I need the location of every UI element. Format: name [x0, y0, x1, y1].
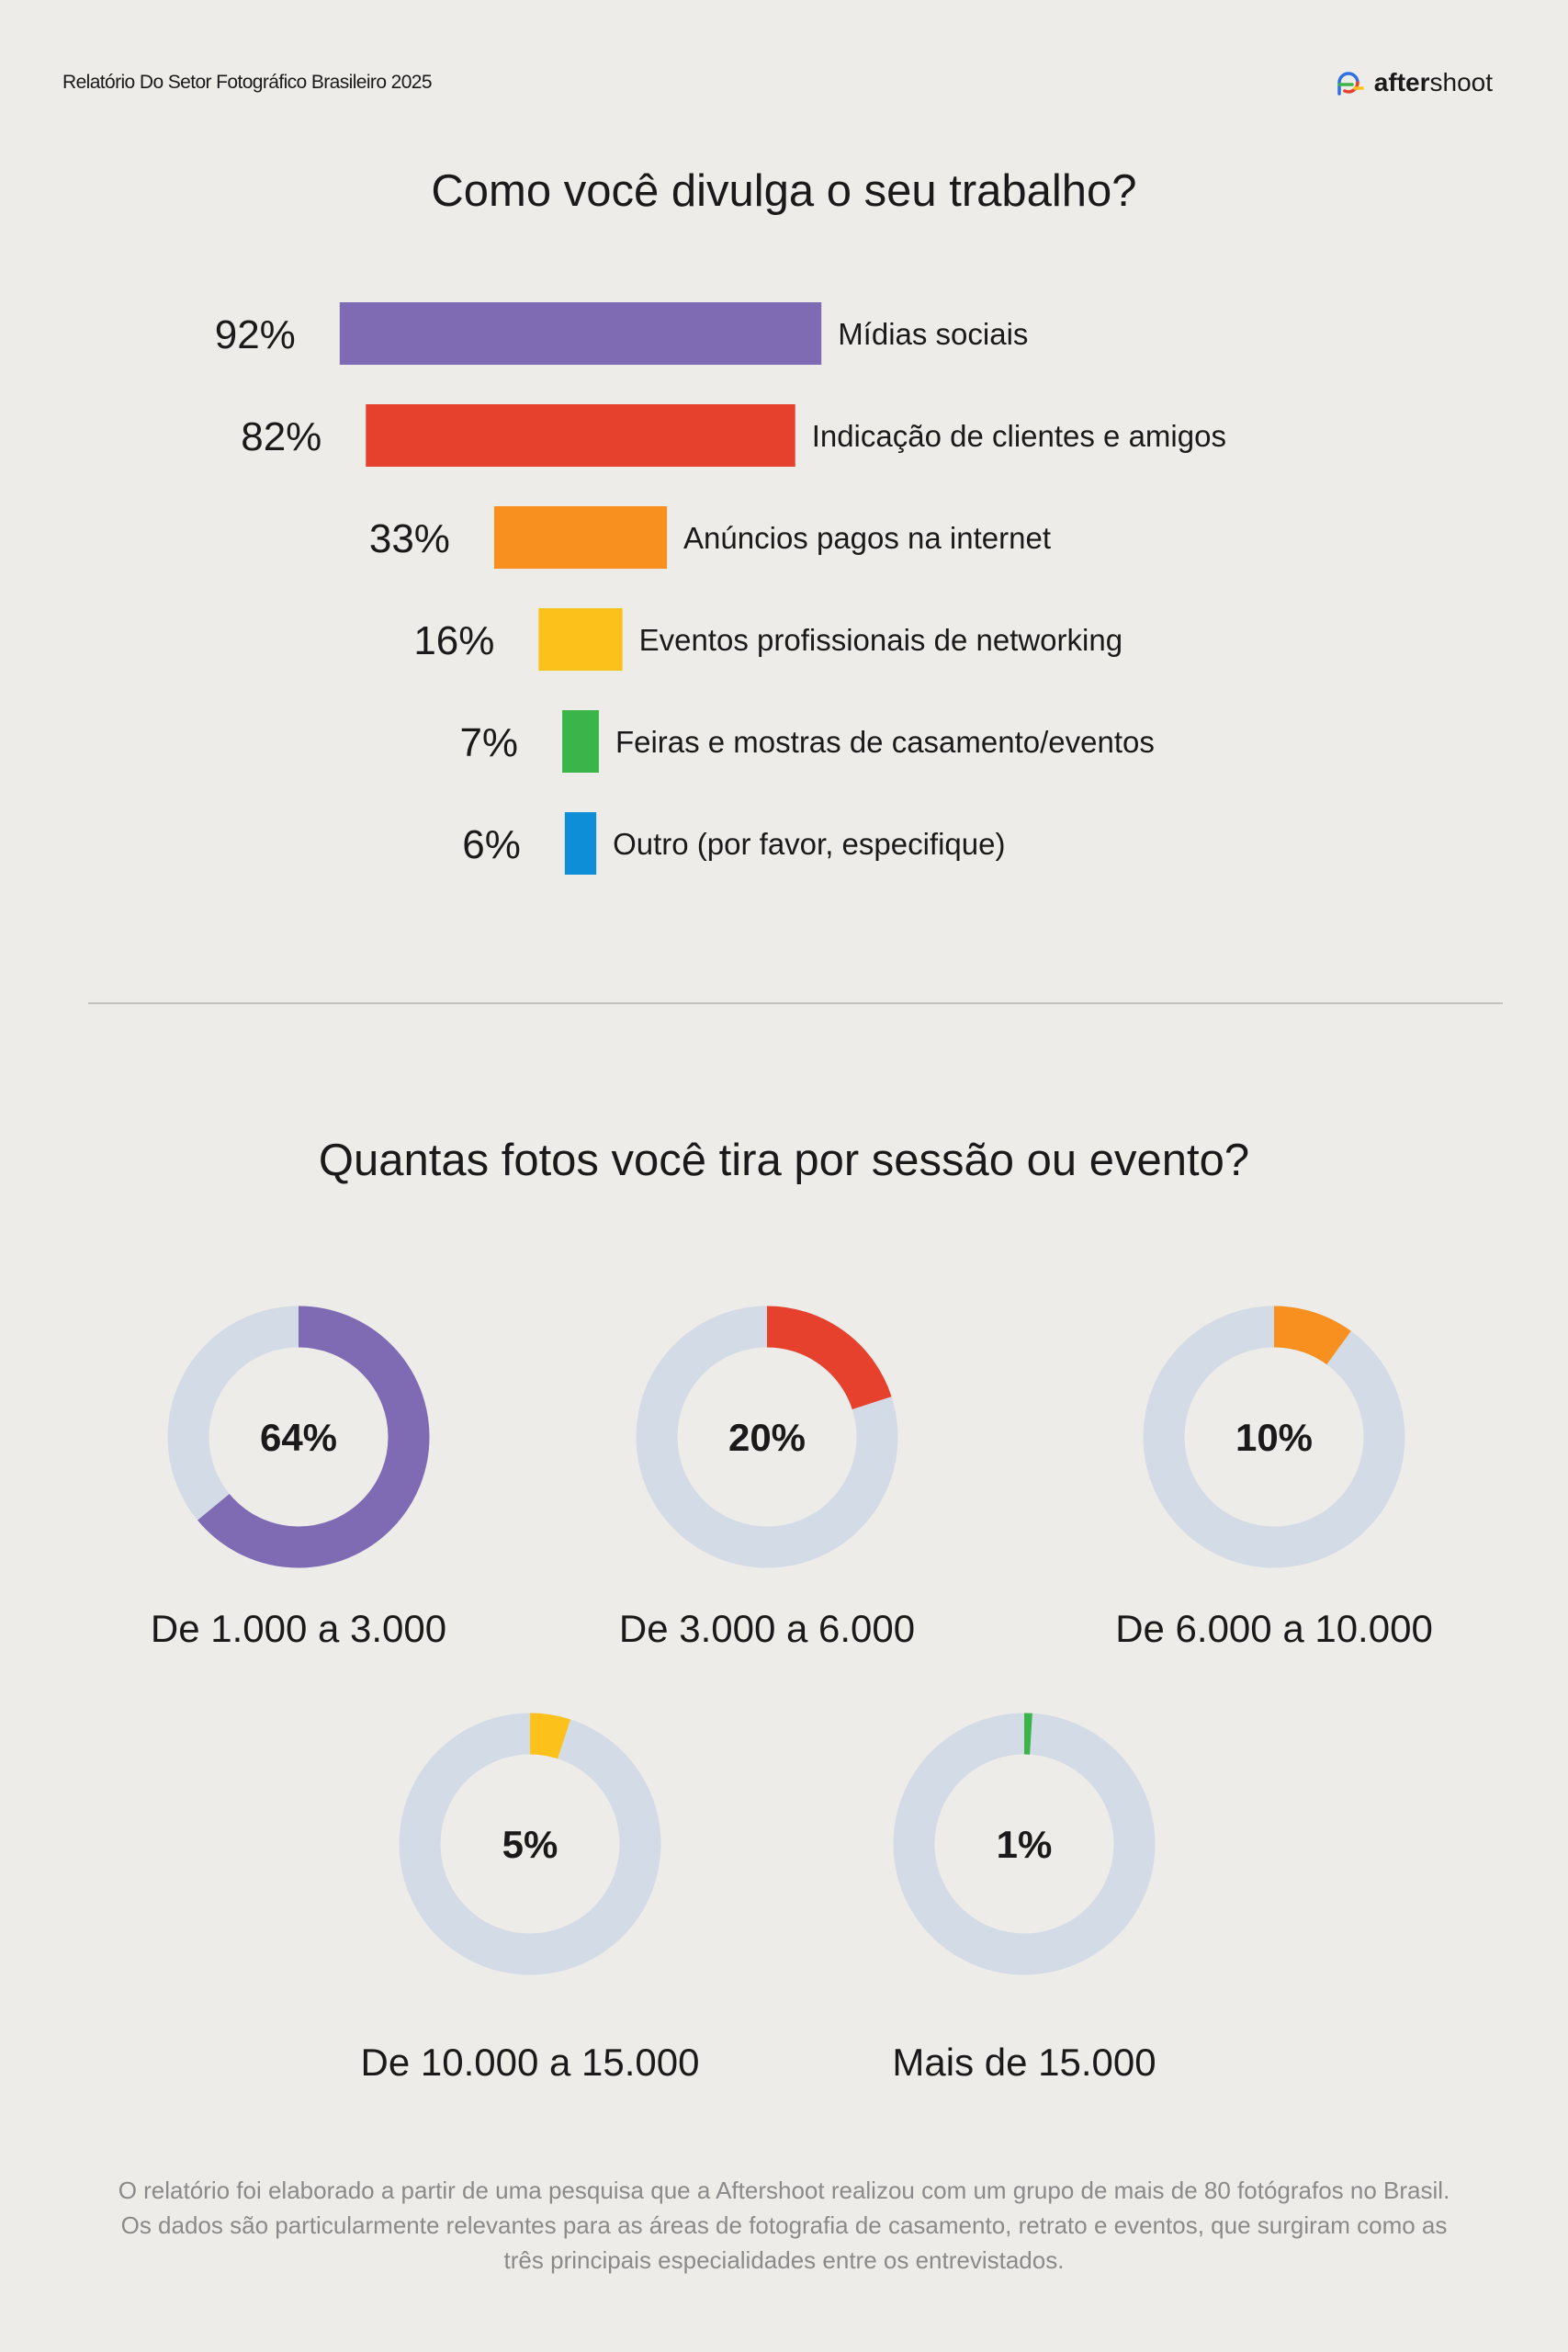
- donut-value-label-3: 10%: [1235, 1416, 1313, 1459]
- donut-chart: 64% De 1.000 a 3.000 20% De 3.000 a 6.000 10…: [151, 1306, 1433, 2084]
- donut-3: 10%: [1143, 1306, 1405, 1568]
- donut-slice-1: [167, 1306, 430, 1568]
- donut-chart-title: Quantas fotos você tira por sessão ou ev…: [318, 1136, 1250, 1185]
- donut-category-label-4: De 10.000 a 15.000: [361, 2041, 700, 2084]
- donut-slice-3: [1143, 1306, 1405, 1568]
- donut-slice-5: [893, 1713, 1156, 1975]
- bar-value-label-4: 16%: [413, 618, 494, 663]
- bar-4: [538, 608, 623, 671]
- bar-2: [366, 404, 795, 467]
- bar-5: [562, 710, 599, 773]
- report-title: Relatório Do Setor Fotográfico Brasileir…: [62, 72, 433, 93]
- donut-value-label-5: 1%: [997, 1823, 1053, 1866]
- donut-category-label-1: De 1.000 a 3.000: [151, 1607, 446, 1650]
- donut-category-label-5: Mais de 15.000: [892, 2041, 1156, 2084]
- donut-slice-2: [636, 1306, 898, 1568]
- bar-value-label-2: 82%: [241, 414, 321, 459]
- donut-value-label-1: 64%: [260, 1416, 337, 1459]
- brand-name: aftershoot: [1373, 68, 1493, 96]
- footnote: O relatório foi elaborado a partir de um…: [118, 2177, 1450, 2274]
- donut-category-label-2: De 3.000 a 6.000: [619, 1607, 915, 1650]
- bar-3: [493, 506, 668, 569]
- bar-category-label-4: Eventos profissionais de networking: [639, 623, 1122, 657]
- bar-category-label-1: Mídias sociais: [838, 317, 1028, 351]
- bar-value-label-3: 33%: [369, 516, 450, 561]
- donut-1: 64%: [167, 1306, 430, 1568]
- bar-chart-title: Como você divulga o seu trabalho?: [431, 166, 1137, 216]
- donut-value-label-4: 5%: [502, 1823, 558, 1866]
- bar-value-label-1: 92%: [215, 312, 296, 357]
- bar-chart: 92% Mídias sociais 82% Indicação de cliente…: [215, 302, 1226, 875]
- bar-category-label-6: Outro (por favor, especifique): [613, 827, 1005, 861]
- donut-value-label-2: 20%: [728, 1416, 806, 1459]
- brand: aftershoot: [1332, 66, 1493, 99]
- aftershoot-logo-icon: [1337, 72, 1364, 96]
- donut-5: 1%: [893, 1713, 1156, 1975]
- bar-6: [564, 812, 597, 875]
- bar-category-label-2: Indicação de clientes e amigos: [812, 419, 1226, 453]
- donut-category-label-3: De 6.000 a 10.000: [1115, 1607, 1433, 1650]
- donut-4: 5%: [399, 1713, 661, 1975]
- divider: [88, 1002, 1503, 1004]
- bar-1: [339, 302, 822, 365]
- bar-category-label-5: Feiras e mostras de casamento/eventos: [615, 725, 1155, 759]
- donut-2: 20%: [636, 1306, 898, 1568]
- donut-slice-4: [399, 1713, 661, 1975]
- bar-category-label-3: Anúncios pagos na internet: [683, 521, 1051, 555]
- bar-value-label-6: 6%: [462, 822, 521, 867]
- bar-value-label-5: 7%: [459, 720, 518, 765]
